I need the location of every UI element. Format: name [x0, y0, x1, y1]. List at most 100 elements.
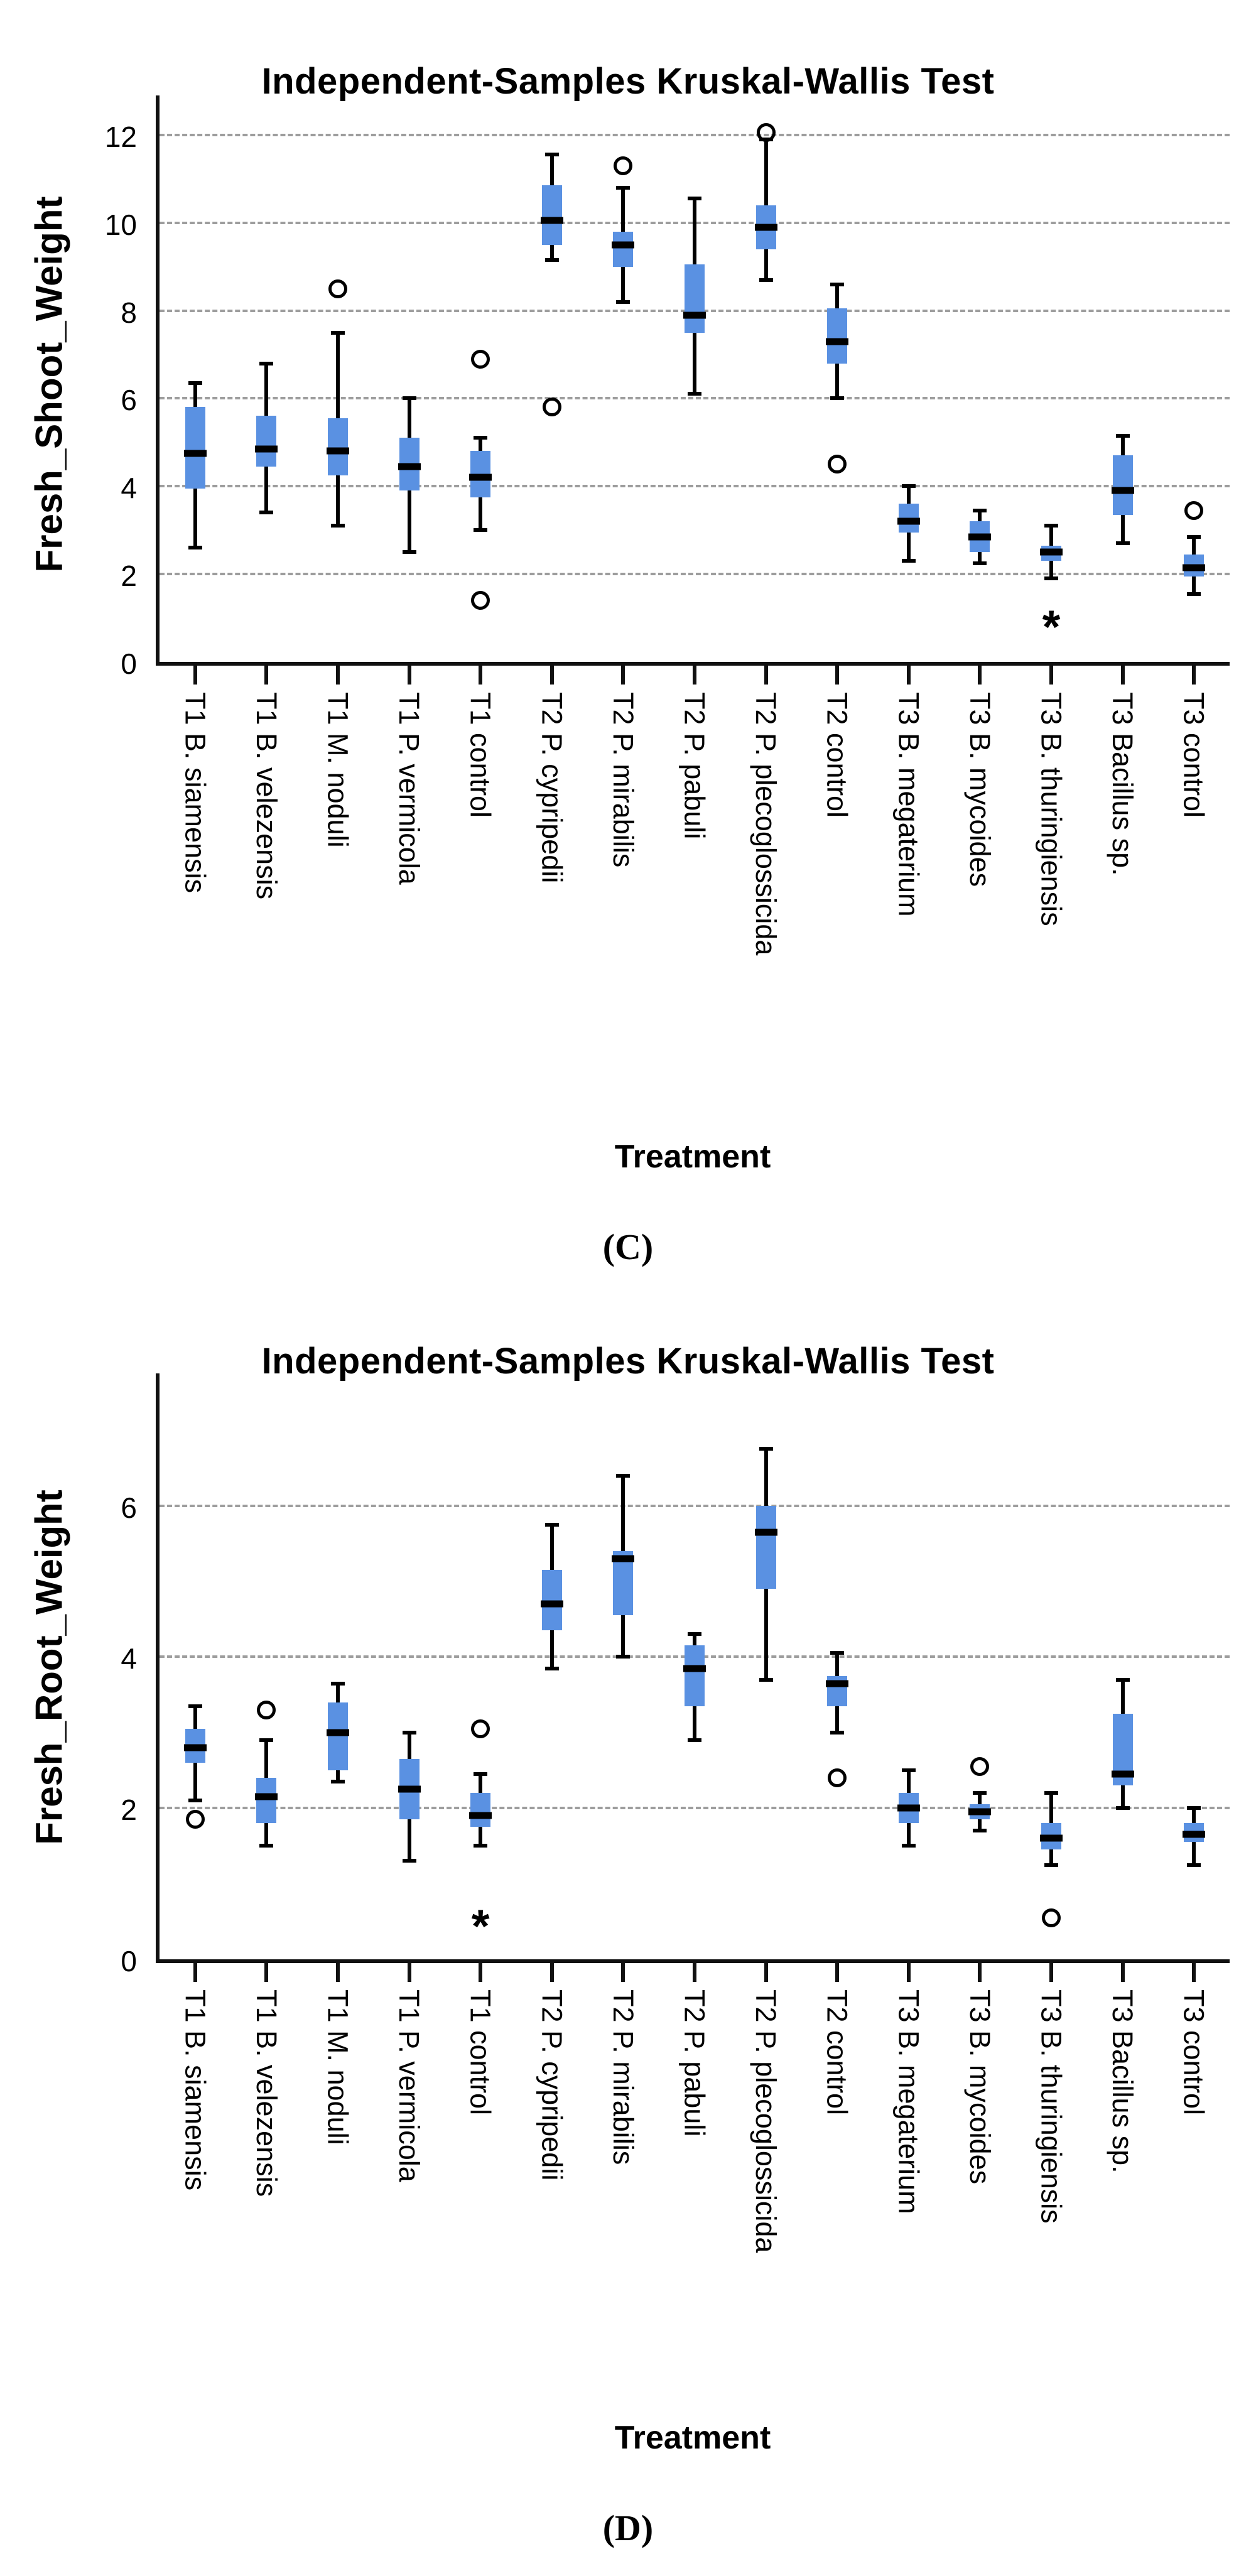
box — [256, 416, 277, 467]
whisker-cap-top — [544, 1522, 559, 1527]
category-label: T2 P. pabuli — [678, 692, 711, 840]
x-tick — [621, 1963, 625, 1982]
median-line — [255, 1793, 278, 1800]
whisker-cap-bottom — [688, 1738, 701, 1742]
plot-area-d: * — [156, 1373, 1230, 1963]
category-label: T1 B. velezensis — [250, 692, 283, 900]
median-line — [897, 1804, 920, 1812]
y-tick-label: 6 — [121, 1491, 137, 1524]
whisker-cap-top — [188, 1704, 202, 1708]
extreme-asterisk: * — [471, 1900, 490, 1952]
x-tick — [1120, 1963, 1125, 1982]
x-tick — [906, 666, 911, 685]
median-line — [398, 463, 421, 470]
outlier-circle — [471, 591, 490, 610]
whisker-cap-top — [331, 1681, 345, 1686]
panel-caption-d: (D) — [602, 2508, 654, 2548]
whisker-cap-bottom — [1187, 1863, 1201, 1867]
median-line — [968, 1808, 992, 1816]
outlier-circle — [257, 1700, 276, 1719]
outlier-circle — [970, 1757, 990, 1776]
x-tick — [550, 1963, 554, 1982]
whisker-cap-top — [759, 1447, 773, 1451]
whisker-cap-bottom — [616, 300, 631, 304]
category-label: T3 B. mycoides — [963, 1989, 996, 2185]
gridline — [160, 573, 1230, 576]
box — [827, 308, 848, 364]
x-tick — [906, 1963, 911, 1982]
x-tick — [479, 1963, 483, 1982]
whisker-cap-top — [544, 153, 559, 157]
whisker-cap-top — [1044, 524, 1058, 528]
y-tick-label: 6 — [121, 384, 137, 417]
x-axis-label-d: Treatment — [614, 2420, 771, 2456]
category-label: T2 P. cypripedii — [536, 692, 568, 884]
category-label: T1 B. siamensis — [179, 1989, 212, 2191]
median-line — [255, 445, 278, 453]
whisker-cap-top — [901, 484, 916, 489]
box — [685, 1645, 705, 1706]
y-tick-label: 12 — [104, 120, 137, 153]
x-tick — [550, 666, 554, 685]
whisker-cap-top — [1115, 433, 1130, 438]
x-axis-label-c: Treatment — [614, 1139, 771, 1175]
x-tick — [336, 1963, 340, 1982]
category-label: T2 P. mirabilis — [607, 1989, 639, 2165]
outlier-circle — [1042, 1908, 1061, 1927]
whisker-cap-bottom — [973, 1829, 987, 1833]
whisker-cap-top — [973, 1791, 987, 1795]
category-label: T3 control — [1178, 692, 1210, 818]
whisker-cap-bottom — [901, 1844, 916, 1848]
median-line — [183, 450, 207, 457]
category-label: T3 B. megaterium — [892, 692, 925, 917]
y-tick-label: 8 — [121, 296, 137, 329]
whisker-cap-bottom — [830, 396, 845, 401]
whisker-cap-top — [616, 185, 631, 190]
x-tick — [264, 666, 269, 685]
category-label: T2 control — [821, 1989, 853, 2116]
whisker-cap-bottom — [759, 1677, 773, 1682]
x-tick — [336, 666, 340, 685]
whisker-cap-bottom — [1115, 1806, 1130, 1810]
whisker-cap-bottom — [973, 561, 987, 565]
x-tick — [193, 666, 197, 685]
whisker-cap-bottom — [1044, 576, 1058, 581]
category-label: T1 P. vermicola — [393, 1989, 426, 2182]
whisker-cap-bottom — [331, 1780, 345, 1784]
outlier-circle — [828, 1768, 847, 1788]
whisker-cap-top — [188, 381, 202, 385]
category-label: T1 control — [464, 1989, 497, 2116]
category-label: T3 B. megaterium — [892, 1989, 925, 2214]
x-tick — [407, 1963, 411, 1982]
x-tick — [693, 666, 696, 685]
median-line — [612, 1555, 635, 1562]
whisker-cap-bottom — [259, 1844, 274, 1848]
y-tick-label: 2 — [121, 1794, 137, 1827]
outlier-circle — [1184, 501, 1204, 520]
category-label: T3 Bacillus sp. — [1107, 1989, 1139, 2173]
box — [256, 1778, 277, 1824]
category-label: T2 P. plecoglossicida — [750, 1989, 782, 2253]
whisker-cap-top — [1187, 1806, 1201, 1810]
gridline — [160, 133, 1230, 136]
whisker-cap-top — [402, 396, 416, 401]
box — [541, 185, 562, 245]
box — [613, 231, 634, 267]
median-line — [327, 1729, 349, 1736]
plot-area-c: * — [156, 95, 1230, 666]
whisker-cap-top — [402, 1730, 416, 1734]
x-tick — [978, 666, 982, 685]
box — [328, 1702, 348, 1771]
extreme-asterisk: * — [1042, 600, 1061, 653]
whisker-cap-bottom — [259, 511, 274, 515]
category-label: T1 M. noduli — [322, 1989, 354, 2145]
y-tick-label: 4 — [121, 1642, 137, 1675]
category-label: T3 B. thuringiensis — [1035, 692, 1068, 926]
outlier-circle — [756, 123, 776, 143]
whisker-cap-bottom — [188, 1799, 202, 1803]
x-tick — [407, 666, 411, 685]
category-label: T3 B. thuringiensis — [1035, 1989, 1068, 2224]
x-tick — [978, 1963, 982, 1982]
x-tick — [764, 666, 768, 685]
